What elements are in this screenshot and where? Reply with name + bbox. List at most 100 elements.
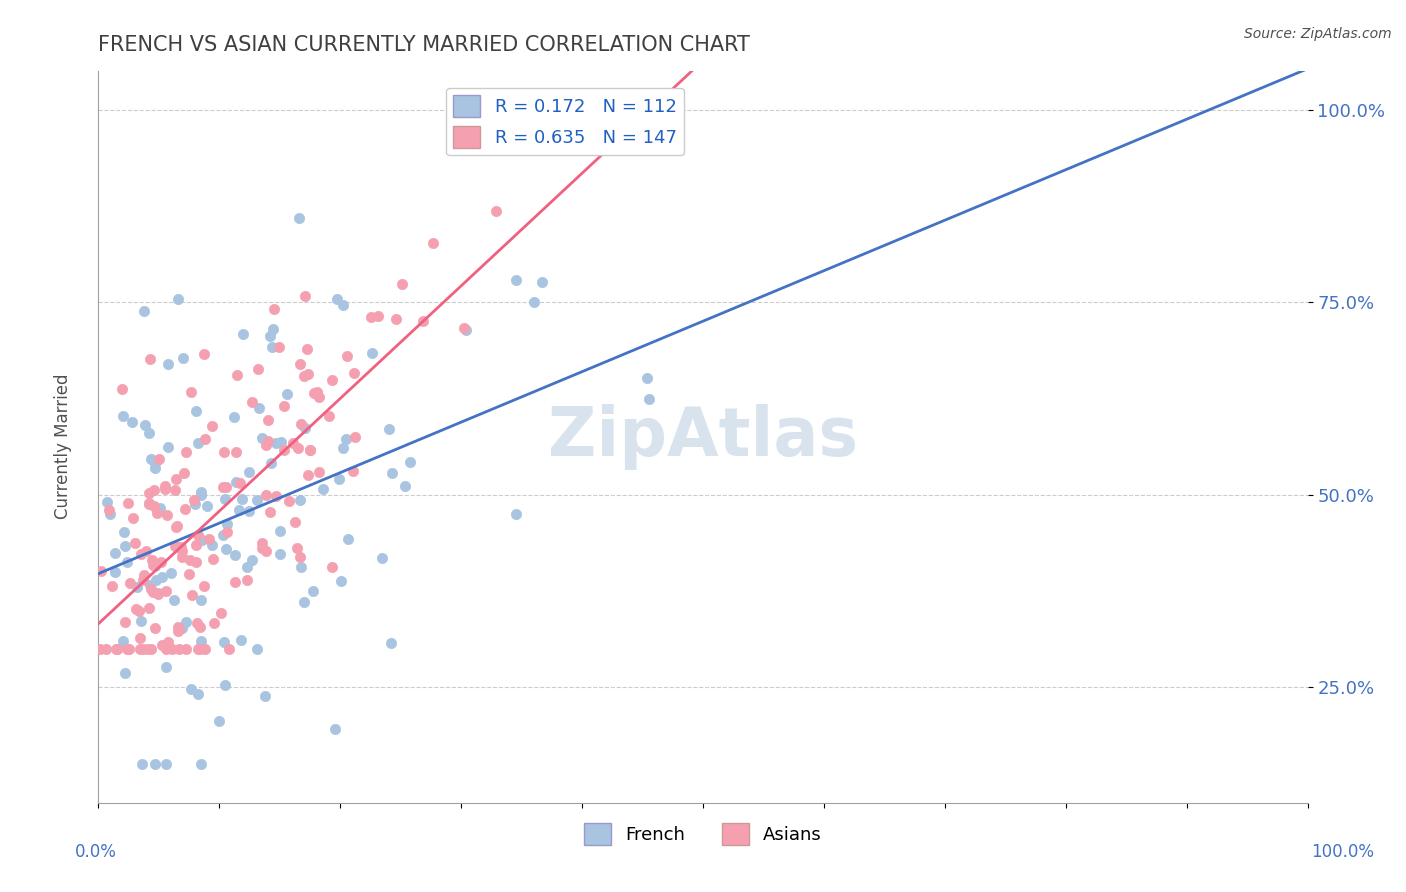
Point <box>259 328 281 343</box>
Point <box>208 714 231 728</box>
Point <box>145 573 167 587</box>
Point <box>194 432 217 446</box>
Point <box>228 503 250 517</box>
Point <box>150 570 173 584</box>
Point <box>202 616 225 631</box>
Point <box>260 456 283 470</box>
Point <box>138 497 160 511</box>
Point <box>337 532 360 546</box>
Point <box>184 538 207 552</box>
Point <box>143 461 166 475</box>
Point <box>155 641 177 656</box>
Point <box>104 546 127 560</box>
Point <box>323 723 346 737</box>
Point <box>114 665 136 680</box>
Point <box>231 632 253 647</box>
Point <box>295 342 318 356</box>
Point <box>240 553 263 567</box>
Point <box>211 528 233 542</box>
Point <box>129 641 152 656</box>
Point <box>456 323 478 337</box>
Point <box>190 592 212 607</box>
Point <box>156 635 179 649</box>
Point <box>308 465 330 479</box>
Point <box>236 573 259 587</box>
Point <box>224 409 246 424</box>
Point <box>361 346 384 360</box>
Point <box>142 585 165 599</box>
Point <box>118 641 141 656</box>
Text: FRENCH VS ASIAN CURRENTLY MARRIED CORRELATION CHART: FRENCH VS ASIAN CURRENTLY MARRIED CORREL… <box>98 35 751 54</box>
Point <box>391 277 413 291</box>
Point <box>246 493 269 508</box>
Point <box>212 444 235 458</box>
Point <box>112 525 135 540</box>
Point <box>132 641 155 656</box>
Point <box>163 593 186 607</box>
Point <box>224 549 246 563</box>
Point <box>360 310 382 324</box>
Point <box>105 641 128 656</box>
Point <box>332 298 354 312</box>
Point <box>114 539 136 553</box>
Point <box>166 292 188 306</box>
Point <box>160 566 183 580</box>
Point <box>163 539 186 553</box>
Point <box>321 373 343 387</box>
Point <box>188 641 211 656</box>
Point <box>165 472 187 486</box>
Point <box>335 432 357 446</box>
Point <box>148 585 170 599</box>
Point <box>121 511 143 525</box>
Point <box>167 623 190 637</box>
Point <box>132 574 155 588</box>
Point <box>484 204 506 219</box>
Point <box>412 314 434 328</box>
Point <box>177 566 200 581</box>
Point <box>190 634 212 648</box>
Text: ZipAtlas: ZipAtlas <box>548 404 858 470</box>
Point <box>156 508 179 522</box>
Point <box>530 275 553 289</box>
Point <box>240 395 263 409</box>
Point <box>184 403 207 417</box>
Point <box>186 641 208 656</box>
Point <box>121 416 143 430</box>
Point <box>180 681 202 696</box>
Point <box>105 641 128 656</box>
Point <box>336 349 359 363</box>
Point <box>166 518 188 533</box>
Point <box>399 454 422 468</box>
Point <box>179 552 201 566</box>
Point <box>305 384 328 399</box>
Point <box>330 574 353 588</box>
Point <box>270 434 292 449</box>
Point <box>298 443 321 458</box>
Point <box>250 541 273 555</box>
Point <box>269 524 291 539</box>
Point <box>170 541 193 555</box>
Point <box>155 584 177 599</box>
Point <box>174 615 197 629</box>
Point <box>104 566 127 580</box>
Point <box>238 465 260 479</box>
Point <box>117 555 139 569</box>
Point <box>150 639 173 653</box>
Point <box>308 390 330 404</box>
Point <box>302 385 325 400</box>
Point <box>380 636 402 650</box>
Point <box>224 575 246 590</box>
Point <box>187 687 209 701</box>
Point <box>287 442 309 456</box>
Point <box>193 579 215 593</box>
Point <box>422 236 444 251</box>
Point <box>138 425 160 440</box>
Point <box>96 641 118 656</box>
Point <box>111 383 134 397</box>
Point <box>284 515 307 529</box>
Point <box>125 602 148 616</box>
Point <box>141 641 163 656</box>
Point <box>276 387 298 401</box>
Point <box>523 294 546 309</box>
Point <box>343 430 366 444</box>
